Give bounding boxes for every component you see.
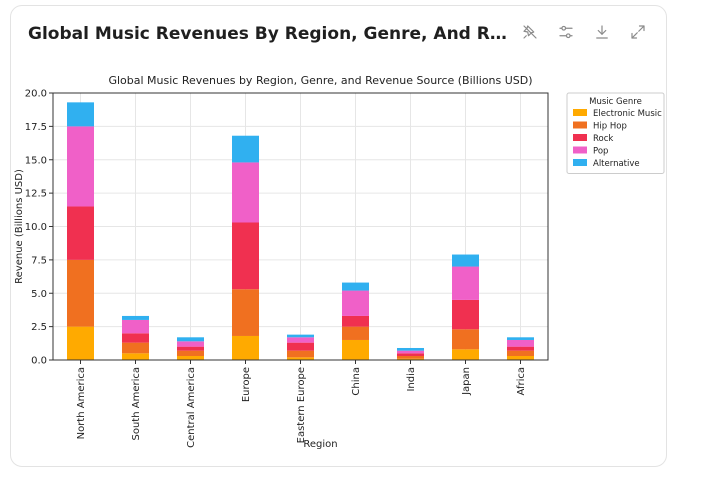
bar-segment-electronic-music: [397, 358, 424, 360]
legend-label: Hip Hop: [593, 122, 627, 132]
y-tick-label: 2.5: [31, 322, 47, 333]
bar-segment-hip-hop: [397, 355, 424, 359]
card-title: Global Music Revenues By Region, Genre, …: [28, 24, 508, 44]
expand-icon: [631, 25, 645, 39]
bar-segment-rock: [397, 353, 424, 356]
bar-segment-rock: [342, 315, 369, 327]
bar-segment-rock: [232, 222, 259, 290]
x-tick-label: Europe: [241, 367, 252, 402]
legend-swatch: [573, 109, 587, 116]
y-tick-label: 7.5: [31, 255, 47, 266]
bar-segment-alternative: [452, 254, 479, 267]
bar-segment-alternative: [67, 102, 94, 127]
bar-segment-pop: [507, 339, 534, 347]
x-tick-label: Eastern Europe: [296, 367, 307, 443]
legend-title: Music Genre: [589, 97, 642, 107]
y-tick-label: 17.5: [25, 122, 47, 133]
settings-sliders-button[interactable]: [555, 21, 577, 43]
chart-title: Global Music Revenues by Region, Genre, …: [108, 74, 532, 87]
bar-segment-hip-hop: [122, 342, 149, 354]
y-tick-label: 12.5: [25, 189, 47, 200]
legend-label: Alternative: [593, 159, 640, 169]
y-tick-label: 20.0: [25, 89, 47, 100]
bar-segment-hip-hop: [287, 350, 314, 358]
bar-segment-electronic-music: [67, 326, 94, 360]
bar-segment-pop: [67, 126, 94, 207]
legend-box: [566, 92, 665, 174]
bar-segment-pop: [397, 350, 424, 354]
bar-segment-pop: [287, 337, 314, 343]
bar-segment-alternative: [397, 347, 424, 351]
bar-segment-rock: [122, 333, 149, 343]
y-tick-label: 10.0: [25, 222, 47, 233]
bar-segment-pop: [232, 162, 259, 223]
y-tick-label: 5.0: [31, 289, 47, 300]
pin-off-icon: [523, 25, 537, 39]
bar-segment-pop: [452, 266, 479, 300]
bar-segment-electronic-music: [342, 339, 369, 360]
legend-swatch: [573, 121, 587, 129]
bar-segment-hip-hop: [452, 329, 479, 350]
bar-segment-hip-hop: [507, 350, 534, 356]
bar-segment-rock: [177, 346, 204, 351]
legend-swatch: [573, 146, 587, 154]
bar-segment-hip-hop: [177, 350, 204, 356]
bar-segment-electronic-music: [452, 349, 479, 360]
pin-off-button[interactable]: [519, 21, 541, 43]
legend: Music Genre Electronic Music Hip Hop Rock Po…: [566, 92, 665, 174]
x-tick-label: Japan: [461, 367, 472, 396]
x-tick-label: Africa: [516, 367, 527, 396]
bar-segment-electronic-music: [122, 353, 149, 360]
bar-segment-electronic-music: [287, 357, 314, 360]
x-tick-label: India: [406, 367, 417, 392]
expand-button[interactable]: [627, 21, 649, 43]
bar-segment-alternative: [342, 282, 369, 291]
card-toolbar: [519, 21, 649, 43]
x-tick-label: South America: [131, 367, 142, 441]
bar-segment-electronic-music: [232, 335, 259, 360]
legend-label: Pop: [593, 147, 608, 157]
legend-swatch: [573, 134, 587, 141]
settings-sliders-icon: [559, 25, 573, 39]
bar-segment-alternative: [287, 334, 314, 338]
x-tick-label: Central America: [186, 367, 197, 448]
stacked-bar-chart: 0.0 2.5 5.0 7.5 10.0 12.5 15.0 17.5 20.0 North Am…: [14, 74, 665, 450]
y-axis-label: Revenue (Billions USD): [14, 169, 25, 284]
bar-segment-pop: [342, 290, 369, 316]
bar-segment-alternative: [177, 337, 204, 342]
bar-segment-rock: [507, 346, 534, 351]
bar-segment-pop: [177, 341, 204, 347]
bar-segment-rock: [67, 206, 94, 260]
bar-segment-alternative: [507, 337, 534, 340]
x-axis-label: Region: [303, 439, 337, 450]
bar-segment-electronic-music: [177, 355, 204, 360]
x-tick-label: North America: [76, 367, 87, 439]
bar-segment-hip-hop: [232, 289, 259, 336]
legend-swatch: [573, 159, 587, 166]
bar-segment-alternative: [232, 135, 259, 163]
bar-segment-alternative: [122, 315, 149, 320]
x-tick-label: China: [351, 367, 362, 396]
bar-segment-electronic-music: [507, 355, 534, 360]
bar-segment-rock: [287, 342, 314, 351]
download-button[interactable]: [591, 21, 613, 43]
download-icon: [596, 25, 608, 39]
y-tick-label: 0.0: [31, 356, 47, 367]
y-tick-label: 15.0: [25, 155, 47, 166]
bars: [67, 102, 534, 360]
bar-segment-pop: [122, 319, 149, 334]
legend-label: Rock: [593, 134, 613, 144]
legend-label: Electronic Music: [593, 109, 662, 119]
bar-segment-hip-hop: [342, 326, 369, 340]
bar-segment-hip-hop: [67, 259, 94, 327]
bar-segment-rock: [452, 299, 479, 330]
